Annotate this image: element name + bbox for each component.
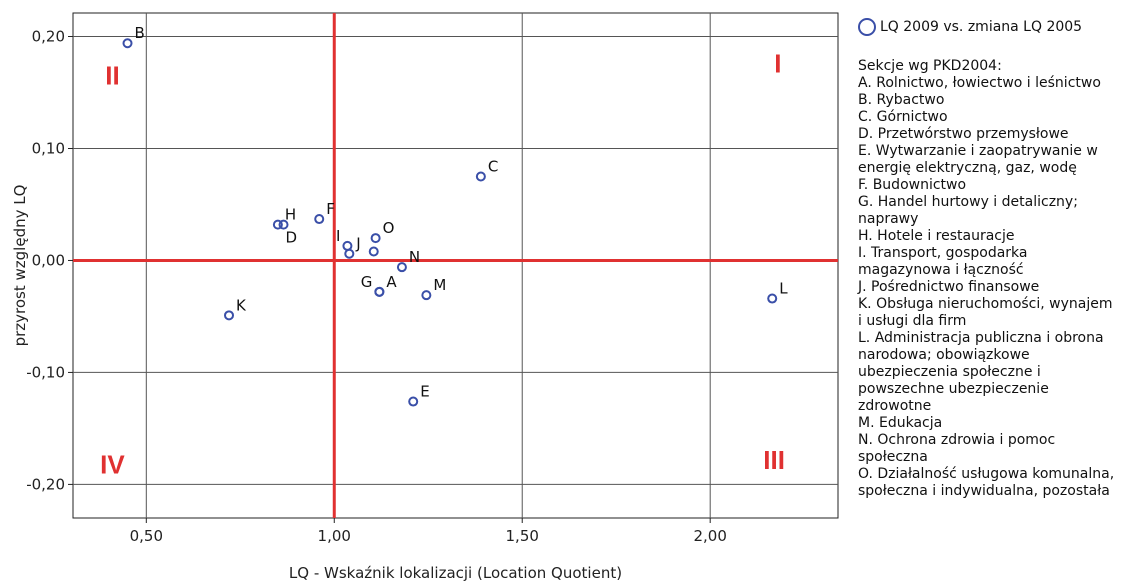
data-point (421, 290, 432, 301)
data-point-label: N (409, 248, 420, 266)
x-tick-label: 1,50 (506, 527, 539, 545)
data-point (370, 233, 381, 244)
quadrant-label: I (774, 48, 781, 78)
data-point-label: H (285, 206, 296, 224)
quadrant-label: III (763, 445, 785, 475)
data-point-label: C (488, 157, 498, 175)
data-point (278, 219, 289, 230)
y-tick-label: 0,20 (32, 28, 65, 46)
legend-item: B. Rybactwo (858, 92, 945, 108)
data-point (344, 248, 355, 259)
legend-series-label: LQ 2009 vs. zmiana LQ 2005 (880, 18, 1083, 35)
data-point (475, 171, 486, 182)
legend-item: J. Pośrednictwo finansowe (858, 279, 1040, 295)
legend-item: G. Handel hurtowy i detaliczny; naprawy (858, 194, 1078, 227)
data-point (122, 38, 133, 49)
legend: LQ 2009 vs. zmiana LQ 2005 Sekcje wg PKD… (858, 18, 1120, 500)
data-point-label: M (433, 276, 446, 294)
data-point (368, 246, 379, 257)
data-point-label: I (336, 227, 340, 245)
data-point (408, 396, 419, 407)
legend-item: L. Administracja publiczna i obrona naro… (858, 330, 1104, 414)
legend-item: I. Transport, gospodarka magazynowa i łą… (858, 245, 1028, 278)
legend-item: D. Przetwórstwo przemysłowe (858, 126, 1069, 142)
scatter-chart: 0,50 1,00 1,50 2,00 0,20 0,10 0,00 -0,10 -0,20 I… (11, 12, 839, 582)
quadrant-label: IV (100, 449, 125, 479)
y-tick-label: -0,10 (26, 363, 65, 381)
axis-ticks: 0,50 1,00 1,50 2,00 0,20 0,10 0,00 -0,10 -0,20 (26, 28, 727, 545)
quadrant-label: II (105, 61, 119, 91)
x-tick-label: 2,00 (693, 527, 726, 545)
data-point-label: K (236, 296, 247, 314)
data-point (224, 310, 235, 321)
y-tick-label: 0,10 (32, 139, 65, 157)
data-point (272, 219, 283, 230)
data-point (396, 262, 407, 273)
plot-area (72, 12, 839, 519)
data-point (374, 286, 385, 297)
legend-item: N. Ochrona zdrowia i pomoc społeczna (858, 432, 1056, 465)
y-tick-label: -0,20 (26, 475, 65, 493)
legend-item: C. Górnictwo (858, 109, 948, 125)
data-point-label: B (135, 24, 145, 42)
data-point-label: E (420, 383, 429, 401)
data-point (314, 214, 325, 225)
data-point-label: O (383, 219, 395, 237)
reference-lines (73, 13, 838, 518)
legend-item: F. Budownictwo (858, 177, 967, 193)
y-axis-title: przyrost względny LQ (11, 185, 29, 347)
legend-heading: Sekcje wg PKD2004: (858, 58, 1002, 74)
y-tick-label: 0,00 (32, 251, 65, 269)
legend-item: O. Działalność usługowa komunalna, społe… (858, 466, 1115, 499)
data-point-label: G (361, 273, 373, 291)
x-tick-label: 1,00 (318, 527, 351, 545)
circle-marker-icon (858, 18, 876, 36)
x-axis-title: LQ - Wskaźnik lokalizacji (Location Quot… (289, 564, 622, 582)
legend-item: H. Hotele i restauracje (858, 228, 1015, 244)
data-point-label: J (355, 235, 360, 253)
data-point (767, 293, 778, 304)
data-point-label: L (779, 280, 788, 298)
legend-item: E. Wytwarzanie i zaopatrywanie w energię… (858, 143, 1098, 176)
legend-item: M. Edukacja (858, 415, 943, 431)
legend-series-entry: LQ 2009 vs. zmiana LQ 2005 (858, 18, 1120, 36)
legend-item: A. Rolnictwo, łowiectwo i leśnictwo (858, 75, 1101, 91)
x-tick-label: 0,50 (130, 527, 163, 545)
data-point-label: A (386, 273, 397, 291)
data-point-label: F (326, 200, 335, 218)
data-point-label: D (286, 229, 298, 247)
legend-section-list: A. Rolnictwo, łowiectwo i leśnictwo B. R… (858, 75, 1120, 500)
legend-item: K. Obsługa nieruchomości, wynajem i usłu… (858, 296, 1113, 329)
